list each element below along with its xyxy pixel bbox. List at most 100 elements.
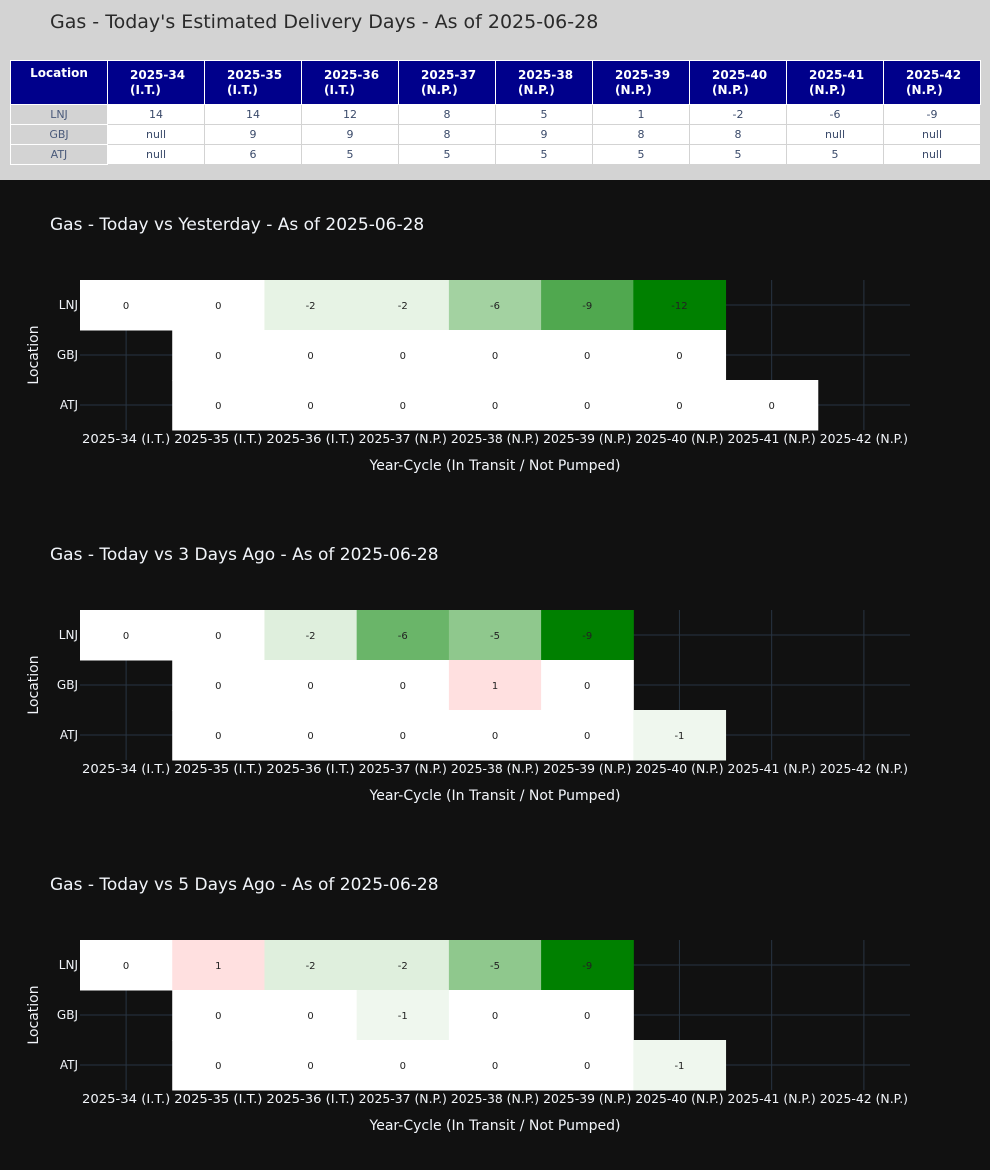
column-header[interactable]: 2025-42 (N.P.) xyxy=(883,60,981,105)
heatmap-cell[interactable] xyxy=(541,1040,634,1091)
heatmap-cell[interactable] xyxy=(541,710,634,761)
heatmap-cell[interactable] xyxy=(448,940,542,991)
cell-value-label: 0 xyxy=(123,631,129,642)
heatmap-cell[interactable] xyxy=(80,280,173,331)
heatmap-cell[interactable] xyxy=(541,380,634,431)
heatmap-cell[interactable] xyxy=(448,280,542,331)
cell-value-label: -1 xyxy=(674,731,684,742)
x-tick-label: 2025-34 (I.T.) xyxy=(82,762,170,776)
heatmap-cell[interactable] xyxy=(172,660,265,711)
column-header-location[interactable]: Location xyxy=(10,60,108,105)
heatmap-cell[interactable] xyxy=(633,1040,727,1091)
heatmap-cell[interactable] xyxy=(541,280,634,331)
heatmap-cell[interactable] xyxy=(264,940,358,991)
delivery-days-table: Location 2025-34 (I.T.) 2025-35 (I.T.) 202… xyxy=(10,60,981,165)
heatmap-cell[interactable] xyxy=(172,380,265,431)
table-cell: null xyxy=(107,144,205,165)
heatmap-cell[interactable] xyxy=(172,330,265,381)
y-tick-label: ATJ xyxy=(60,728,78,742)
cell-value-label: -1 xyxy=(674,1061,684,1072)
cell-value-label: -1 xyxy=(398,1011,408,1022)
column-header[interactable]: 2025-37 (N.P.) xyxy=(398,60,496,105)
heatmap-cell[interactable] xyxy=(633,330,727,381)
heatmap-cell[interactable] xyxy=(541,940,634,991)
page-title: Gas - Today's Estimated Delivery Days - … xyxy=(50,11,599,33)
column-header[interactable]: 2025-38 (N.P.) xyxy=(495,60,593,105)
x-axis-title: Year-Cycle (In Transit / Not Pumped) xyxy=(369,1118,621,1134)
heatmap-cell[interactable] xyxy=(448,610,542,661)
heatmap-cell[interactable] xyxy=(172,280,265,331)
heatmap-cell[interactable] xyxy=(172,940,265,991)
cell-value-label: 0 xyxy=(215,401,221,412)
heatmap-cell[interactable] xyxy=(448,380,542,431)
heatmap-cell[interactable] xyxy=(448,1040,542,1091)
heatmap-cell[interactable] xyxy=(264,660,358,711)
heatmap-cell[interactable] xyxy=(264,710,358,761)
heatmap-cell[interactable] xyxy=(633,380,727,431)
heatmap-cell[interactable] xyxy=(80,940,173,991)
heatmap-cell[interactable] xyxy=(356,330,450,381)
heatmap-cell[interactable] xyxy=(264,610,358,661)
cell-value-label: 0 xyxy=(215,1061,221,1072)
heatmap-cell[interactable] xyxy=(172,990,265,1041)
x-tick-label: 2025-41 (N.P.) xyxy=(728,1092,816,1106)
heatmap-cell[interactable] xyxy=(448,990,542,1041)
heatmap-cell[interactable] xyxy=(541,330,634,381)
heatmap-cell[interactable] xyxy=(356,1040,450,1091)
cell-value-label: 0 xyxy=(492,1011,498,1022)
x-tick-label: 2025-41 (N.P.) xyxy=(728,432,816,446)
cell-value-label: 0 xyxy=(215,351,221,362)
heatmap-cell[interactable] xyxy=(264,1040,358,1091)
column-header[interactable]: 2025-41 (N.P.) xyxy=(786,60,884,105)
heatmap-cell[interactable] xyxy=(356,940,450,991)
cell-value-label: -9 xyxy=(582,631,592,642)
cell-value-label: 0 xyxy=(400,681,406,692)
heatmap-cell[interactable] xyxy=(264,990,358,1041)
heatmap-cell[interactable] xyxy=(633,710,727,761)
heatmap-cell[interactable] xyxy=(356,380,450,431)
heatmap-today-vs-yesterday: Gas - Today vs Yesterday - As of 2025-06… xyxy=(0,180,990,510)
table-cell: 8 xyxy=(398,124,496,145)
heatmap-cell[interactable] xyxy=(448,660,542,711)
chart-title: Gas - Today vs 5 Days Ago - As of 2025-0… xyxy=(50,875,439,895)
table-cell: 5 xyxy=(689,144,787,165)
heatmap-cell[interactable] xyxy=(80,610,173,661)
y-tick-label: GBJ xyxy=(57,1008,78,1022)
heatmap-cell[interactable] xyxy=(633,280,727,331)
heatmap-cell[interactable] xyxy=(172,1040,265,1091)
heatmap-cell[interactable] xyxy=(356,660,450,711)
heatmap-cell[interactable] xyxy=(172,610,265,661)
heatmap-cell[interactable] xyxy=(541,990,634,1041)
column-header[interactable]: 2025-35 (I.T.) xyxy=(204,60,302,105)
table-cell: 8 xyxy=(689,124,787,145)
cell-value-label: 0 xyxy=(676,401,682,412)
column-header[interactable]: 2025-39 (N.P.) xyxy=(592,60,690,105)
column-header[interactable]: 2025-34 (I.T.) xyxy=(107,60,205,105)
row-location: LNJ xyxy=(10,104,108,125)
heatmap-cell[interactable] xyxy=(448,330,542,381)
column-header[interactable]: 2025-36 (I.T.) xyxy=(301,60,399,105)
cell-value-label: -5 xyxy=(490,631,500,642)
cell-value-label: 0 xyxy=(123,961,129,972)
heatmap-cell[interactable] xyxy=(356,280,450,331)
y-axis-title: Location xyxy=(26,325,42,384)
heatmap-cell[interactable] xyxy=(264,380,358,431)
table-cell: 14 xyxy=(204,104,302,125)
heatmap-cell[interactable] xyxy=(541,660,634,711)
heatmap-cell[interactable] xyxy=(541,610,634,661)
heatmap-cell[interactable] xyxy=(264,280,358,331)
cell-value-label: 0 xyxy=(400,401,406,412)
heatmap-cell[interactable] xyxy=(356,710,450,761)
heatmap-cell[interactable] xyxy=(356,990,450,1041)
chart-title: Gas - Today vs Yesterday - As of 2025-06… xyxy=(50,215,424,235)
heatmap-cell[interactable] xyxy=(448,710,542,761)
y-tick-label: LNJ xyxy=(59,298,78,312)
heatmap-cell[interactable] xyxy=(172,710,265,761)
heatmap-cell[interactable] xyxy=(264,330,358,381)
column-header[interactable]: 2025-40 (N.P.) xyxy=(689,60,787,105)
x-tick-label: 2025-36 (I.T.) xyxy=(266,762,354,776)
heatmap-cell[interactable] xyxy=(725,380,819,431)
cell-value-label: 0 xyxy=(584,731,590,742)
table-cell: -2 xyxy=(689,104,787,125)
heatmap-cell[interactable] xyxy=(356,610,450,661)
